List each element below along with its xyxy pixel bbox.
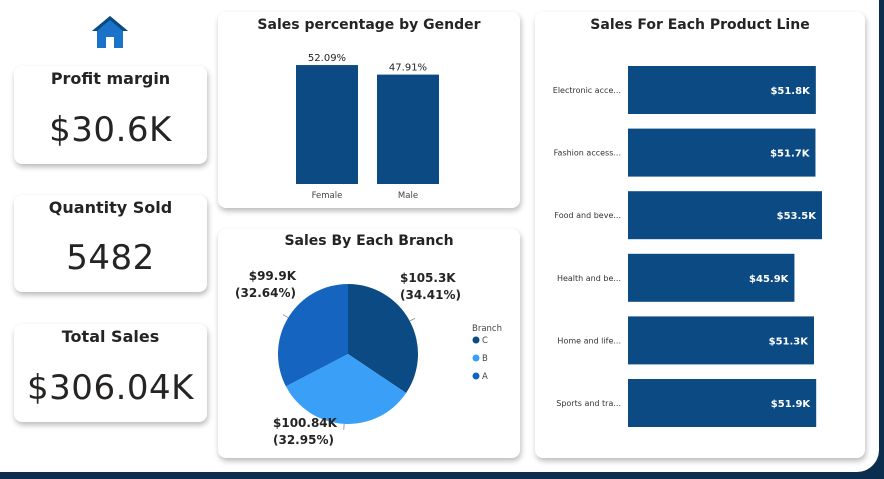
product-bar [628, 253, 795, 302]
product-bar-chart: $51.8K Electronic acce... $51.7K Fashion ac… [553, 66, 822, 427]
pie-slice [278, 284, 348, 387]
gender-bar [296, 65, 358, 184]
product-bar [628, 66, 816, 114]
product-bar [628, 191, 822, 240]
kpi-title: Profit margin [50, 69, 171, 88]
gender-chart-card: Sales percentage by Gender 52.09% Female 4… [218, 12, 520, 208]
branch-chart-card: Sales By Each Branch $105.3K (34.41%) $100… [218, 229, 520, 458]
kpi-value: 5482 [66, 238, 155, 278]
y-tick-label: Home and life... [557, 336, 621, 345]
pie-leader-line [409, 317, 416, 322]
product-bar [628, 379, 817, 427]
legend-label: A [482, 372, 488, 382]
kpi-card-profit-margin: Profit margin $30.6K [14, 66, 207, 164]
bar-data-label: $51.7K [770, 149, 811, 160]
kpi-value: $30.6K [49, 110, 172, 150]
bar-data-label: $51.3K [769, 336, 810, 347]
y-tick-label: Fashion access... [554, 149, 621, 158]
bar-data-label: 52.09% [308, 53, 346, 64]
pie-value-label: $100.84K [273, 416, 338, 430]
kpi-title: Total Sales [61, 327, 160, 346]
branch-pie-chart: $105.3K (34.41%) $100.84K (32.95%) $99.9K (32… [235, 269, 502, 447]
chart-title: Sales By Each Branch [284, 233, 454, 249]
kpi-card-total-sales: Total Sales $306.04K [14, 324, 207, 422]
bar-data-label: $45.9K [749, 274, 790, 285]
home-icon[interactable] [90, 14, 130, 50]
legend-label: C [482, 336, 488, 346]
gender-bar-chart: 52.09% Female 47.91% Male [296, 53, 439, 201]
legend-marker [472, 354, 480, 362]
legend-marker [472, 336, 480, 344]
legend-label: B [482, 354, 488, 364]
pie-value-label: $105.3K [400, 271, 456, 285]
product-chart-card: Sales For Each Product Line $51.8K Electr… [535, 12, 865, 458]
dashboard-canvas: Profit margin $30.6K Quantity Sold 5482 … [0, 0, 879, 472]
bar-data-label: $53.5K [777, 211, 818, 222]
x-tick-label: Male [398, 191, 418, 201]
gender-bar [377, 74, 439, 184]
pie-percent-label: (32.95%) [273, 433, 334, 447]
product-bar [628, 316, 815, 365]
pie-slice [285, 354, 407, 424]
pie-percent-label: (32.64%) [235, 286, 296, 300]
legend-marker [472, 372, 480, 380]
y-tick-label: Food and beve... [554, 211, 621, 220]
pie-leader-line [282, 314, 289, 319]
product-bar [628, 128, 816, 177]
legend-title: Branch [472, 324, 502, 334]
pie-value-label: $99.9K [249, 269, 297, 283]
y-tick-label: Sports and tra... [556, 399, 621, 408]
kpi-title: Quantity Sold [48, 198, 173, 217]
y-tick-label: Electronic acce... [553, 86, 621, 95]
pie-slice [348, 284, 418, 394]
chart-title: Sales For Each Product Line [590, 17, 810, 33]
pie-percent-label: (34.41%) [400, 288, 461, 302]
bar-data-label: $51.9K [771, 399, 812, 410]
bar-data-label: $51.8K [770, 86, 811, 97]
chart-title: Sales percentage by Gender [257, 17, 481, 33]
x-tick-label: Female [312, 191, 343, 201]
y-tick-label: Health and be... [557, 274, 621, 283]
kpi-value: $306.04K [27, 368, 194, 408]
bar-data-label: 47.91% [389, 63, 427, 74]
kpi-card-quantity-sold: Quantity Sold 5482 [14, 195, 207, 292]
